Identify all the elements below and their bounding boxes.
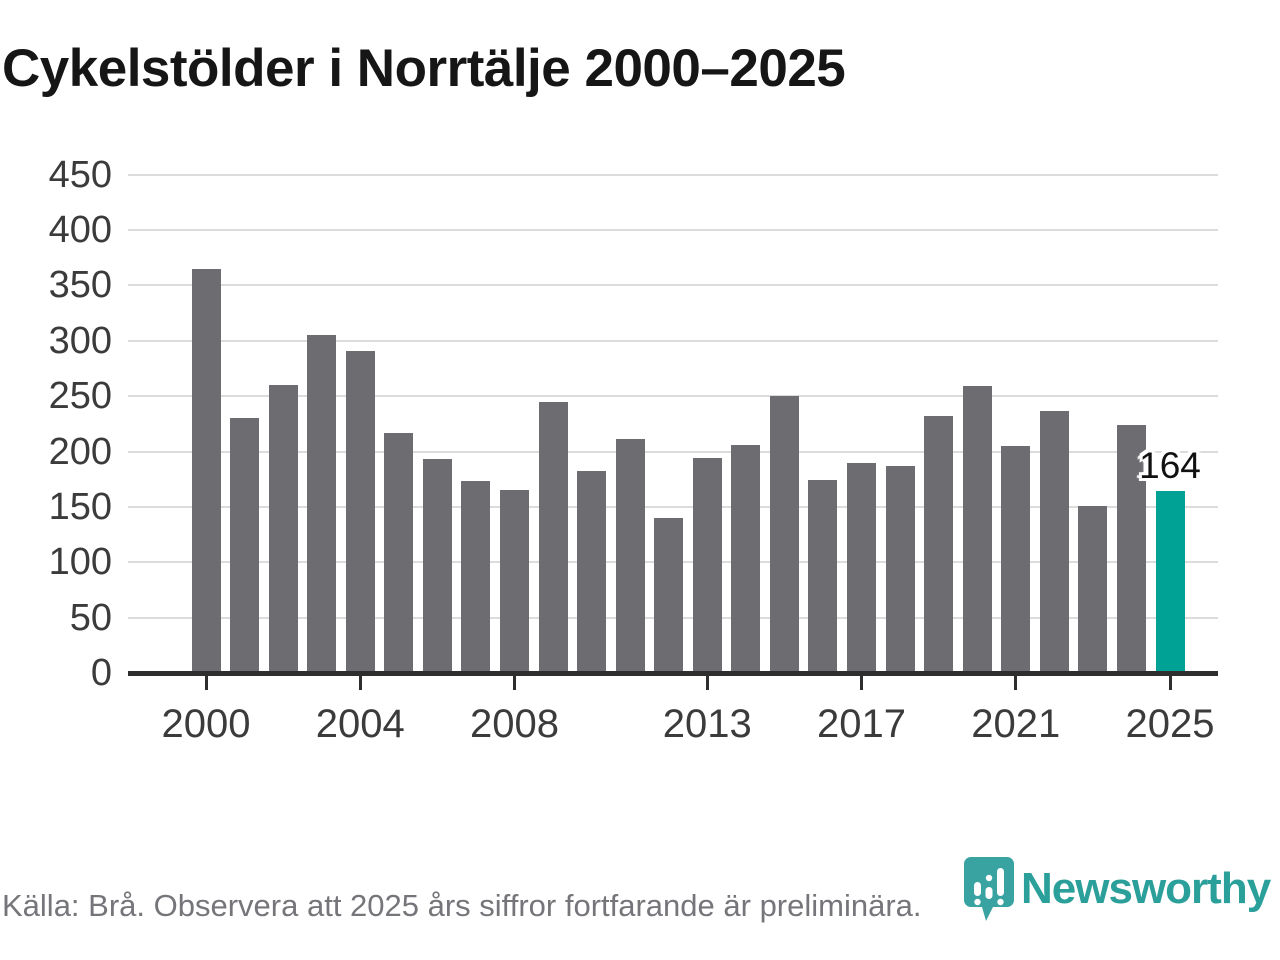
bar-2009 <box>538 401 568 673</box>
x-tick-2000 <box>204 676 208 690</box>
y-axis-label-0: 0 <box>90 652 112 694</box>
x-tick-2025 <box>1168 676 1172 690</box>
x-axis-label-2025: 2025 <box>1125 702 1215 746</box>
bar-2020 <box>962 386 992 673</box>
x-axis-label-2004: 2004 <box>315 702 405 746</box>
newsworthy-wordmark: Newsworthy <box>1021 864 1271 913</box>
y-axis-label-200: 200 <box>48 430 112 473</box>
y-axis-label-50: 50 <box>69 596 112 639</box>
bar-2023 <box>1078 505 1108 673</box>
bar-2000 <box>191 268 221 673</box>
y-axis-label-450: 450 <box>48 153 112 196</box>
y-axis-label-350: 350 <box>48 264 112 307</box>
bar-2006 <box>422 459 452 673</box>
bar-2016 <box>808 480 838 673</box>
bar-2005 <box>384 432 414 673</box>
bar-2011 <box>615 439 645 673</box>
chart-title: Cykelstölder i Norrtälje 2000–2025 <box>2 39 846 98</box>
source-note: Källa: Brå. Observera att 2025 års siffr… <box>2 888 922 923</box>
bar-2003 <box>307 335 337 673</box>
gridline-450 <box>128 173 1218 176</box>
bar-2021 <box>1001 445 1031 673</box>
newsworthy-speech-bubble-bar-chart-icon <box>964 857 1014 921</box>
x-axis-label-2021: 2021 <box>971 702 1061 746</box>
bar-2014 <box>731 444 761 673</box>
bar-2013 <box>692 458 722 673</box>
bar-2025-highlighted <box>1155 491 1185 673</box>
gridline-400 <box>128 229 1218 232</box>
y-axis-label-400: 400 <box>48 209 112 252</box>
x-tick-2004 <box>358 676 362 690</box>
y-axis-label-100: 100 <box>48 541 112 584</box>
bar-2008 <box>499 490 529 673</box>
bar-2001 <box>230 418 260 673</box>
bar-2012 <box>654 517 684 673</box>
gridline-150 <box>128 505 1218 508</box>
bar-2022 <box>1039 410 1069 673</box>
x-axis-label-2017: 2017 <box>817 702 906 746</box>
y-axis-label-300: 300 <box>48 319 112 362</box>
bar-2017 <box>847 462 877 673</box>
x-axis-line <box>128 671 1218 676</box>
bar-2004 <box>345 350 375 673</box>
gridline-300 <box>128 339 1218 342</box>
y-axis-label-150: 150 <box>48 485 112 528</box>
bar-2015 <box>769 396 799 673</box>
value-label-2025: 164 <box>1139 445 1201 487</box>
x-axis-label-2000: 2000 <box>161 702 251 746</box>
bar-2002 <box>268 385 298 673</box>
x-axis-label-2013: 2013 <box>662 702 752 746</box>
x-tick-2008 <box>512 676 516 690</box>
x-tick-2021 <box>1014 676 1018 690</box>
y-axis-label-250: 250 <box>48 375 112 418</box>
x-tick-2013 <box>705 676 709 690</box>
gridline-250 <box>128 395 1218 398</box>
x-axis-label-2008: 2008 <box>469 702 559 746</box>
bar-2024 <box>1116 424 1146 673</box>
gridline-350 <box>128 284 1218 287</box>
x-tick-2017 <box>860 676 864 690</box>
bar-2018 <box>885 465 915 673</box>
bar-2007 <box>461 481 491 673</box>
bar-2010 <box>577 471 607 673</box>
gridline-200 <box>128 450 1218 453</box>
bar-2019 <box>924 416 954 673</box>
